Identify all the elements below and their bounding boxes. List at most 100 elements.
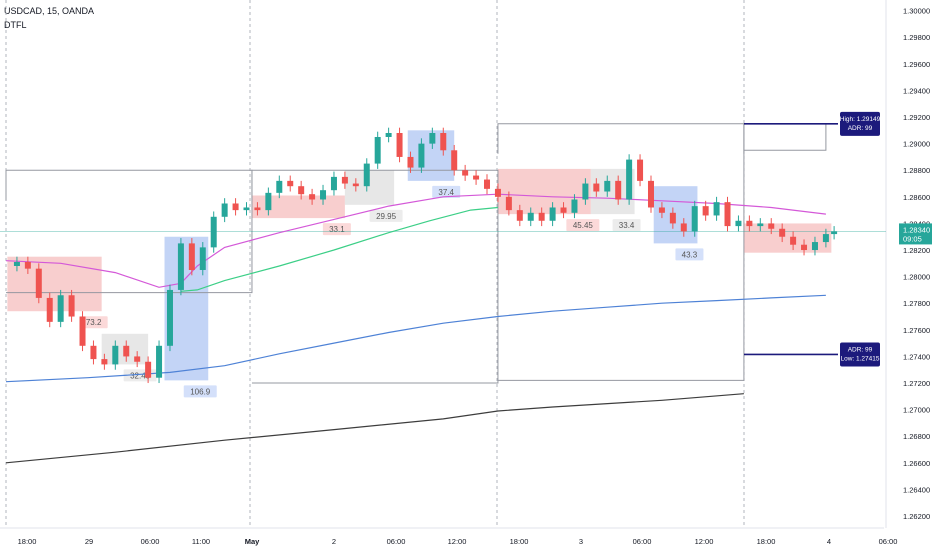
candle-body bbox=[560, 207, 567, 213]
candle-body bbox=[177, 243, 184, 290]
time-axis-tick: 06:00 bbox=[387, 537, 406, 546]
candle-body bbox=[341, 176, 348, 184]
time-axis-tick: 18:00 bbox=[757, 537, 776, 546]
session-box-label-bg bbox=[566, 219, 600, 232]
candle-body bbox=[221, 203, 228, 217]
price-axis-tick: 1.27800 bbox=[903, 299, 930, 308]
price-axis-tick: 1.29200 bbox=[903, 113, 930, 122]
candle-body bbox=[123, 345, 130, 357]
candle-body bbox=[582, 183, 589, 200]
time-axis-tick: 29 bbox=[85, 537, 93, 546]
time-axis-tick: 18:00 bbox=[18, 537, 37, 546]
candle-body bbox=[232, 203, 239, 211]
candle-body bbox=[188, 243, 195, 270]
session-box-label-bg bbox=[432, 185, 461, 198]
price-axis-tick: 1.28000 bbox=[903, 273, 930, 282]
moving-average-2 bbox=[180, 206, 498, 292]
candle-body bbox=[680, 223, 687, 232]
session-box-label-bg bbox=[369, 209, 403, 222]
price-axis-bg bbox=[886, 0, 932, 550]
candle-body bbox=[473, 175, 480, 180]
session-box-label: 29.95 bbox=[376, 212, 397, 221]
candle-body bbox=[298, 186, 305, 195]
session-box-label: 33.1 bbox=[329, 225, 345, 234]
moving-average-4 bbox=[5, 393, 744, 464]
session-box-label: 43.3 bbox=[682, 250, 698, 259]
candle-body bbox=[429, 132, 436, 144]
candle-body bbox=[593, 183, 600, 192]
candle-body bbox=[746, 220, 753, 227]
candle-body bbox=[757, 223, 764, 227]
time-axis-tick: 06:00 bbox=[633, 537, 652, 546]
candle-body bbox=[363, 163, 370, 187]
price-axis-tick: 1.28600 bbox=[903, 193, 930, 202]
candle-body bbox=[637, 159, 644, 181]
candle-body bbox=[484, 179, 491, 189]
price-axis-tick: 1.29400 bbox=[903, 86, 930, 95]
candle-body bbox=[626, 159, 633, 200]
candle-body bbox=[265, 192, 272, 211]
session-box-label: 33.4 bbox=[619, 221, 635, 230]
candle-body bbox=[790, 236, 797, 245]
candle-body bbox=[385, 132, 392, 137]
price-axis-tick: 1.26600 bbox=[903, 459, 930, 468]
adr-label-text: Low: 1.27415 bbox=[840, 355, 879, 362]
session-box-label: 45.45 bbox=[573, 221, 594, 230]
session-box-label-bg bbox=[79, 316, 108, 329]
price-axis-tick: 1.29000 bbox=[903, 140, 930, 149]
price-axis-tick: 1.29800 bbox=[903, 33, 930, 42]
candle-body bbox=[13, 262, 20, 266]
candle-body bbox=[134, 356, 141, 362]
moving-average-1 bbox=[5, 193, 826, 288]
day-range-outline bbox=[743, 123, 827, 154]
session-box-label-bg bbox=[322, 223, 351, 236]
time-axis-tick: May bbox=[245, 537, 260, 546]
candle-body bbox=[462, 170, 469, 176]
price-axis-tick: 1.26800 bbox=[903, 432, 930, 441]
candle-body bbox=[822, 234, 829, 243]
candle-body bbox=[713, 202, 720, 216]
candle-body bbox=[647, 180, 654, 208]
adr-label-box bbox=[840, 111, 880, 136]
candle-body bbox=[352, 183, 359, 187]
candle-body bbox=[505, 196, 512, 211]
candle-body bbox=[276, 180, 283, 193]
price-axis-tick: 1.29600 bbox=[903, 60, 930, 69]
price-axis-tick: 1.26400 bbox=[903, 485, 930, 494]
candle-body bbox=[156, 345, 163, 378]
session-box-red bbox=[251, 195, 345, 219]
candle-body bbox=[724, 202, 731, 227]
candle-body bbox=[309, 194, 316, 200]
adr-label-text: ADR: 99 bbox=[848, 346, 873, 353]
candle-body bbox=[166, 289, 173, 346]
time-axis-tick: 06:00 bbox=[141, 537, 160, 546]
price-axis-tick: 1.27600 bbox=[903, 326, 930, 335]
time-axis-tick: 12:00 bbox=[448, 537, 467, 546]
candle-body bbox=[494, 188, 501, 197]
time-axis-tick: 2 bbox=[332, 537, 336, 546]
price-axis-tick: 1.30000 bbox=[903, 7, 930, 16]
candle-body bbox=[604, 180, 611, 192]
price-axis-tick: 1.28200 bbox=[903, 246, 930, 255]
candle-body bbox=[691, 206, 698, 232]
candle-body bbox=[527, 212, 534, 221]
chart-title: USDCAD, 15, OANDA bbox=[4, 6, 95, 16]
adr-label-text: High: 1.29149 bbox=[840, 116, 881, 123]
candle-body bbox=[46, 297, 53, 322]
day-range-outline bbox=[251, 169, 499, 384]
candle-body bbox=[374, 136, 381, 164]
session-box-label-bg bbox=[183, 385, 217, 398]
candle-body bbox=[254, 207, 261, 211]
session-box-red bbox=[743, 223, 832, 253]
price-axis-tick: 1.28800 bbox=[903, 166, 930, 175]
candle-body bbox=[112, 345, 119, 365]
candle-body bbox=[702, 206, 709, 216]
candle-body bbox=[79, 316, 86, 346]
time-axis-tick: 3 bbox=[579, 537, 583, 546]
indicator-name: DTFL bbox=[4, 20, 27, 30]
current-price-tag bbox=[899, 223, 932, 245]
time-axis-tick: 18:00 bbox=[510, 537, 529, 546]
candle-body bbox=[101, 359, 108, 365]
candle-body bbox=[658, 207, 665, 213]
